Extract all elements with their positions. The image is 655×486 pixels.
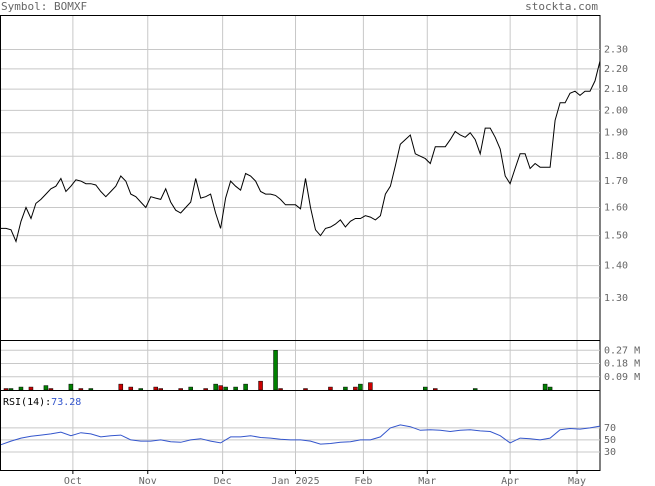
volume-bar	[258, 380, 263, 391]
volume-bar	[353, 386, 358, 391]
y-tick-label: 0.27 M	[604, 345, 640, 356]
y-tick-label: 30	[604, 447, 616, 458]
volume-bar	[223, 386, 228, 391]
y-tick-label: 2.10	[604, 84, 628, 95]
volume-bar	[43, 385, 49, 391]
site: stockta.com	[525, 0, 598, 13]
x-tick-label: Apr	[501, 476, 519, 486]
y-tick-label: 1.40	[604, 261, 628, 272]
y-tick-label: 1.30	[604, 293, 628, 304]
volume-bar	[128, 386, 134, 391]
volume-bar	[303, 388, 308, 391]
y-tick-label: 0.18 M	[604, 359, 640, 370]
line	[1, 60, 601, 243]
volume-bar	[88, 388, 94, 391]
volume-bar	[48, 388, 54, 391]
volume-bar	[78, 388, 84, 391]
volume-bar	[368, 382, 373, 391]
volume-bar	[18, 386, 24, 391]
panel-frame	[0, 15, 601, 341]
x-tick-label: Feb	[354, 476, 372, 486]
volume-bar	[472, 388, 478, 391]
y-tick-label: 70	[604, 423, 616, 434]
y-tick-label: 1.70	[604, 176, 628, 187]
volume-bar	[158, 388, 163, 391]
x-tick-label: Mar	[418, 476, 436, 486]
y-tick-label: 1.60	[604, 202, 628, 213]
volume-bar	[542, 383, 548, 391]
volume-bar	[138, 388, 144, 391]
volume-bar	[153, 386, 158, 391]
volume-bar	[273, 350, 278, 391]
y-tick-label: 50	[604, 435, 616, 446]
panel-frame	[0, 390, 601, 471]
volume-bar	[328, 386, 333, 391]
line	[0, 424, 601, 446]
rsi-label: RSI(14):	[3, 397, 51, 408]
x-tick-label: Jan 2025	[271, 476, 319, 486]
volume-bar	[343, 386, 348, 391]
y-tick-label: 2.20	[604, 64, 628, 75]
volume-bar	[203, 388, 208, 391]
y-tick-label: 0.09 M	[604, 372, 640, 383]
volume-bar	[68, 383, 74, 391]
volume-bar	[188, 386, 193, 391]
x-tick-label: Oct	[64, 476, 82, 486]
volume-bar	[278, 388, 283, 391]
volume-bar	[433, 388, 438, 391]
volume-bar	[243, 383, 248, 391]
volume-bar	[218, 385, 223, 391]
y-tick-label: 2.30	[604, 45, 628, 56]
y-tick-label: 1.90	[604, 128, 628, 139]
panel-frame	[0, 340, 601, 391]
x-tick-label: Nov	[139, 476, 157, 486]
symbol: Symbol: BOMXF	[1, 0, 87, 13]
y-tick-label: 1.50	[604, 231, 628, 242]
volume-bar	[3, 388, 9, 391]
volume-bar	[233, 386, 238, 391]
volume-bar	[28, 386, 34, 391]
volume-bar	[178, 388, 183, 391]
volume-bar	[547, 386, 553, 391]
volume-bar	[423, 386, 428, 391]
x-tick-label: May	[568, 476, 586, 486]
x-tick-label: Dec	[214, 476, 232, 486]
y-tick-label: 2.00	[604, 105, 628, 116]
volume-bar	[118, 383, 124, 391]
volume-bar	[358, 383, 363, 391]
rsi-last: 73.28	[51, 397, 81, 408]
volume-bar	[213, 383, 218, 391]
volume-bar	[8, 388, 14, 391]
y-tick-label: 1.80	[604, 151, 628, 162]
